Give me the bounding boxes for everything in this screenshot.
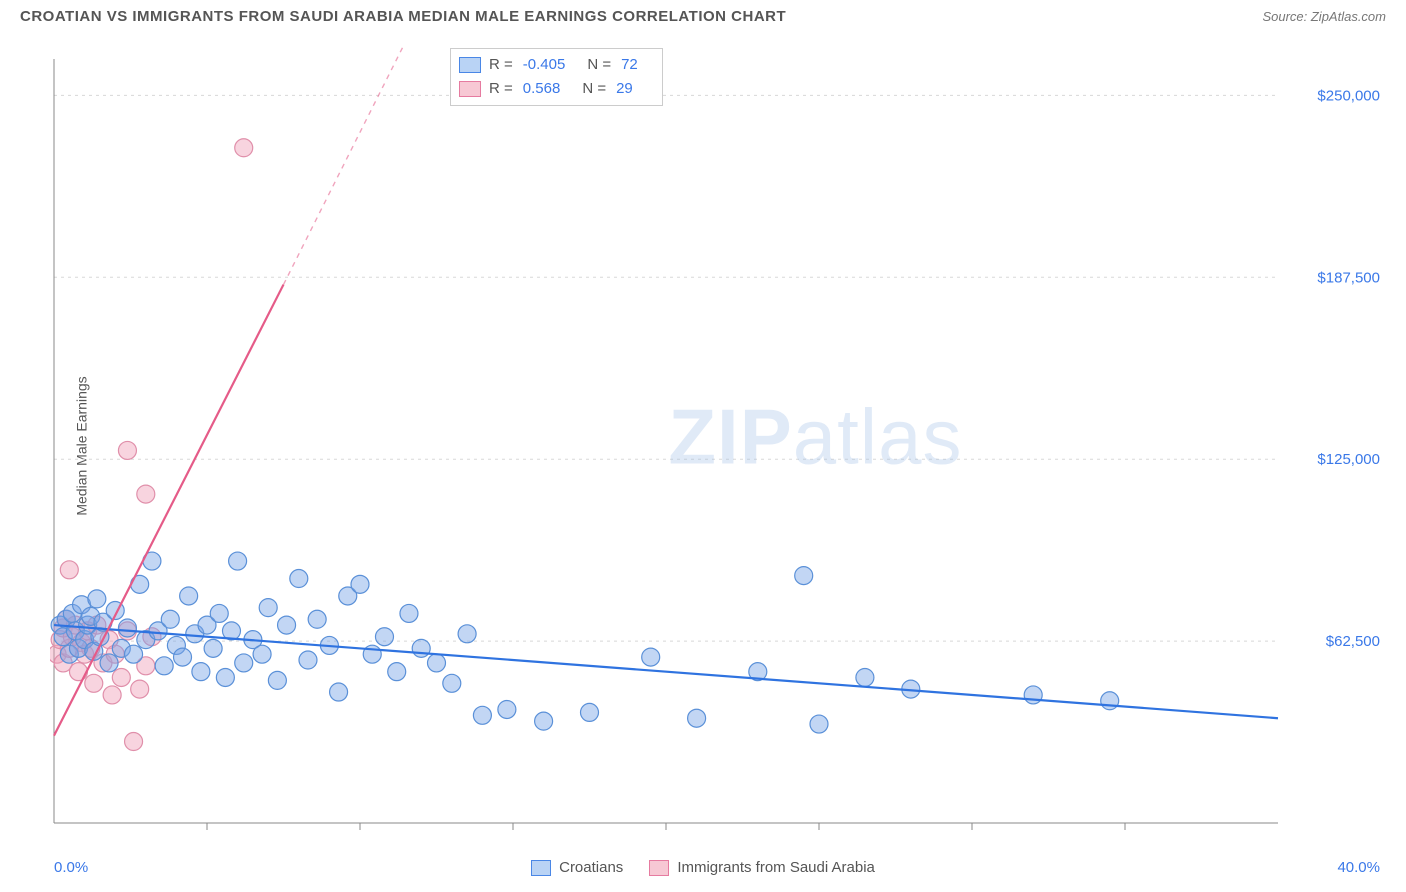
legend-item: Immigrants from Saudi Arabia <box>649 859 875 876</box>
legend-row: R =-0.405N =72 <box>459 53 652 77</box>
legend-row: R =0.568N =29 <box>459 77 652 101</box>
plot-area: $62,500 $125,000 $187,500 $250,000 <box>50 45 1388 837</box>
source-label: Source: ZipAtlas.com <box>1262 9 1386 24</box>
svg-text:$187,500: $187,500 <box>1317 269 1380 286</box>
legend-correlation: R =-0.405N =72R =0.568N =29 <box>450 48 663 106</box>
legend-series: Croatians Immigrants from Saudi Arabia <box>0 859 1406 876</box>
legend-item: Croatians <box>531 859 623 876</box>
svg-text:$125,000: $125,000 <box>1317 451 1380 468</box>
scatter-plot-svg: $62,500 $125,000 $187,500 $250,000 <box>50 45 1388 837</box>
chart-title: CROATIAN VS IMMIGRANTS FROM SAUDI ARABIA… <box>20 8 786 25</box>
svg-text:$250,000: $250,000 <box>1317 87 1380 104</box>
svg-text:$62,500: $62,500 <box>1326 633 1380 650</box>
